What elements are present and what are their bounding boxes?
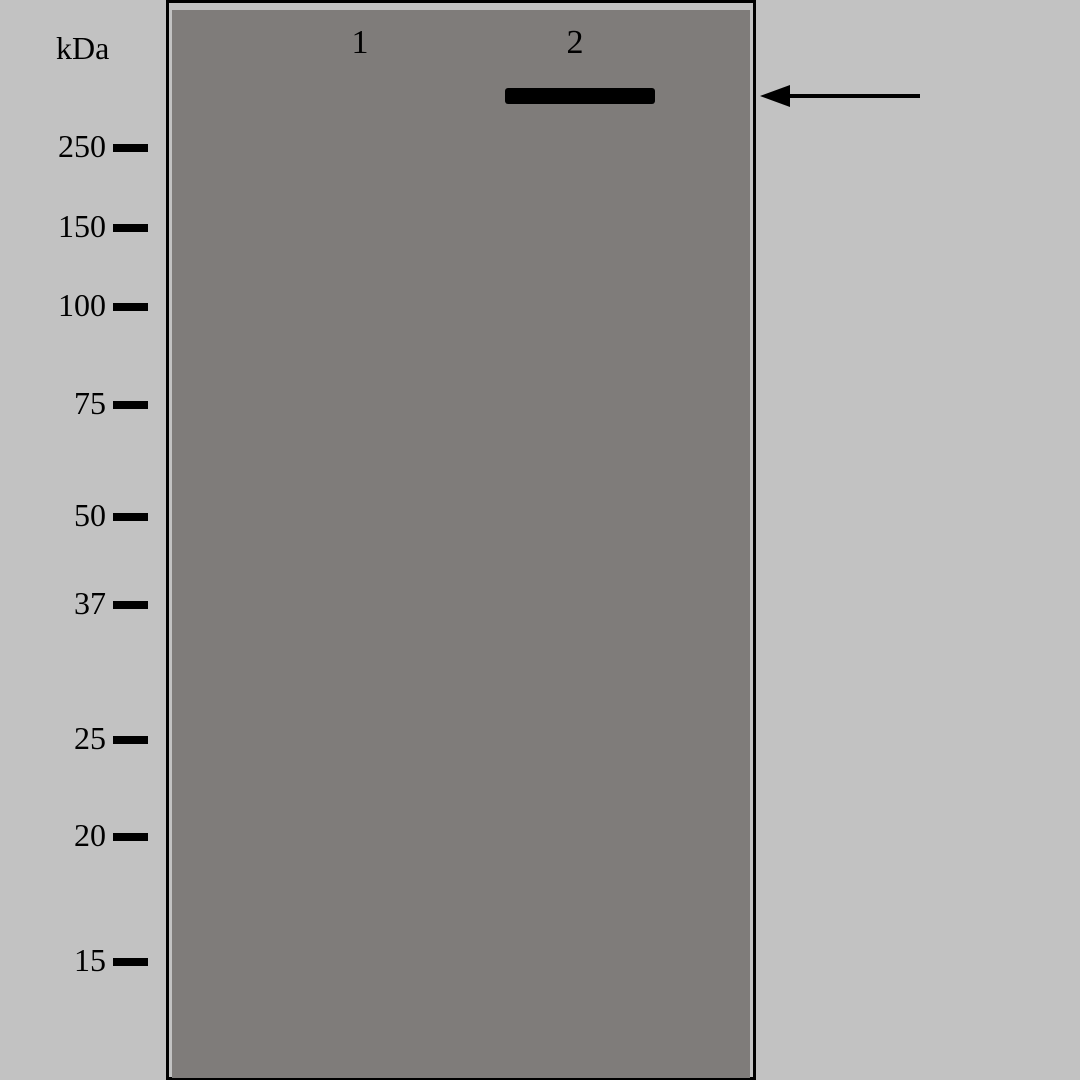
mw-label-15: 15 [0,942,106,979]
mw-tick-25 [113,736,148,744]
mw-tick-50 [113,513,148,521]
mw-tick-20 [113,833,148,841]
mw-label-20: 20 [0,817,106,854]
mw-tick-37 [113,601,148,609]
mw-tick-15 [113,958,148,966]
mw-tick-75 [113,401,148,409]
mw-tick-250 [113,144,148,152]
blot-membrane [172,10,750,1078]
mw-label-75: 75 [0,385,106,422]
lane-label-1: 1 [340,24,380,62]
mw-label-100: 100 [0,287,106,324]
mw-label-250: 250 [0,128,106,165]
mw-tick-150 [113,224,148,232]
mw-label-25: 25 [0,720,106,757]
arrow-head [760,85,790,107]
mw-tick-100 [113,303,148,311]
band-lane2-0 [505,88,655,104]
kda-unit-label: kDa [56,30,109,67]
mw-label-37: 37 [0,585,106,622]
mw-label-50: 50 [0,497,106,534]
mw-label-150: 150 [0,208,106,245]
lane-label-2: 2 [555,24,595,62]
arrow-shaft [785,94,920,98]
